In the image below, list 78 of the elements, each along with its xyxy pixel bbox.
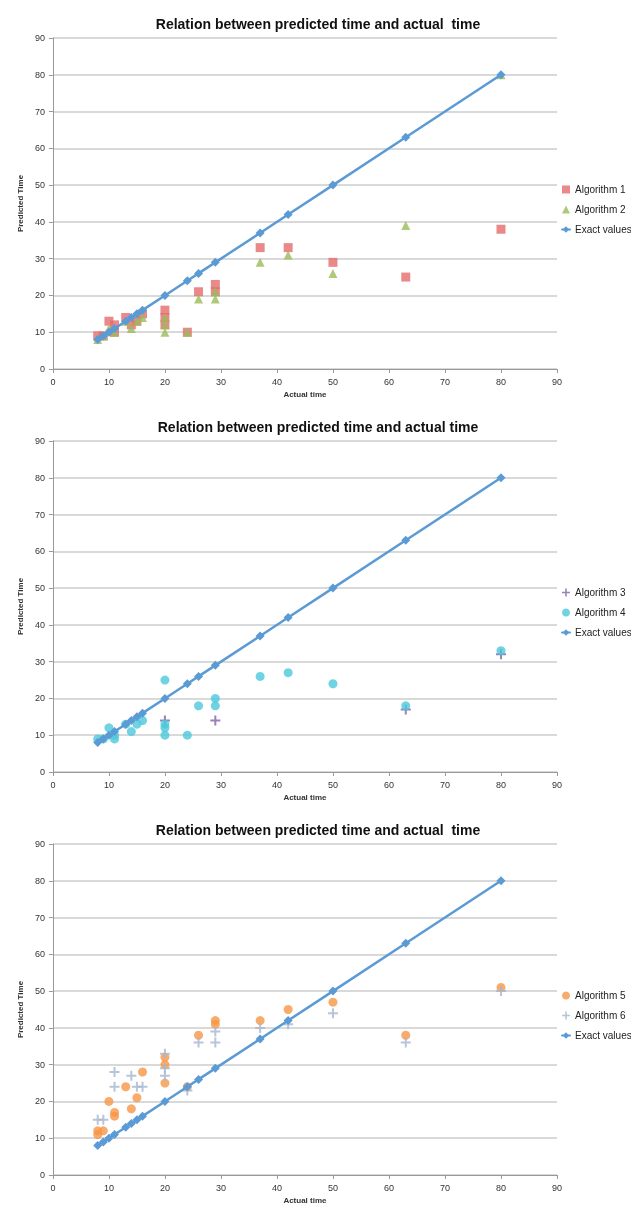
x-axis-title: Actual time xyxy=(283,1196,328,1206)
x-axis-title: Actual time xyxy=(283,390,328,400)
legend-label: Algorithm 1 xyxy=(575,184,627,195)
y-tick-label: 70 xyxy=(34,509,45,520)
x-tick-label: 10 xyxy=(103,779,114,790)
x-tick-label: 90 xyxy=(551,779,563,790)
x-tick-label: 0 xyxy=(50,376,56,387)
y-tick-label: 50 xyxy=(34,986,45,997)
x-tick-label: 90 xyxy=(551,1182,563,1193)
y-tick-label: 60 xyxy=(34,143,45,154)
legend-label: Algorithm 5 xyxy=(575,990,627,1001)
x-tick-label: 70 xyxy=(439,779,450,790)
y-tick-label: 0 xyxy=(39,364,45,374)
x-tick-label: 10 xyxy=(103,1182,114,1193)
y-tick-label: 60 xyxy=(34,949,45,960)
y-tick-label: 0 xyxy=(39,767,45,777)
y-tick-label: 90 xyxy=(34,33,45,43)
x-tick-label: 70 xyxy=(439,1182,450,1193)
x-tick-label: 50 xyxy=(327,376,338,387)
y-tick-label: 50 xyxy=(34,583,45,594)
chart-title: Relation between predicted time and actual time xyxy=(155,822,481,838)
y-tick-label: 70 xyxy=(34,912,45,923)
y-tick-label: 80 xyxy=(34,69,45,80)
legend-label: Algorithm 2 xyxy=(575,204,627,215)
x-tick-label: 60 xyxy=(383,1182,394,1193)
legend-label: Algorithm 3 xyxy=(575,587,627,598)
x-tick-label: 80 xyxy=(495,376,506,387)
x-tick-label: 40 xyxy=(271,1182,282,1193)
y-tick-label: 20 xyxy=(34,1096,45,1107)
x-tick-label: 20 xyxy=(159,779,170,790)
x-tick-label: 40 xyxy=(271,779,282,790)
y-tick-label: 20 xyxy=(34,290,45,301)
legend-label: Exact values xyxy=(575,627,632,638)
x-tick-label: 80 xyxy=(495,779,506,790)
y-axis-title: Predicted Time xyxy=(15,174,25,233)
y-tick-label: 30 xyxy=(34,253,45,264)
x-tick-label: 70 xyxy=(439,376,450,387)
legend-label: Algorithm 6 xyxy=(575,1010,627,1021)
x-tick-label: 0 xyxy=(50,1182,56,1193)
x-tick-label: 30 xyxy=(215,1182,226,1193)
y-tick-label: 70 xyxy=(34,106,45,117)
x-tick-label: 50 xyxy=(327,779,338,790)
y-tick-label: 40 xyxy=(34,216,45,227)
x-tick-label: 30 xyxy=(215,779,226,790)
y-tick-label: 30 xyxy=(34,656,45,667)
y-tick-label: 80 xyxy=(34,472,45,483)
y-tick-label: 90 xyxy=(34,839,45,849)
y-tick-label: 10 xyxy=(34,1133,45,1144)
x-tick-label: 10 xyxy=(103,376,114,387)
chart-title: Relation between predicted time and actual time xyxy=(155,16,481,32)
x-tick-label: 80 xyxy=(495,1182,506,1193)
y-tick-label: 90 xyxy=(34,436,45,446)
x-tick-label: 60 xyxy=(383,376,394,387)
x-tick-label: 20 xyxy=(159,1182,170,1193)
x-tick-label: 90 xyxy=(551,376,563,387)
y-tick-label: 40 xyxy=(34,1022,45,1033)
chart-title: Relation between predicted time and actual time xyxy=(157,419,479,435)
y-axis-title: Predicted Time xyxy=(15,980,25,1039)
legend-label: Algorithm 4 xyxy=(575,607,627,618)
x-tick-label: 40 xyxy=(271,376,282,387)
y-tick-label: 60 xyxy=(34,546,45,557)
x-tick-label: 20 xyxy=(159,376,170,387)
x-tick-label: 60 xyxy=(383,779,394,790)
y-tick-label: 30 xyxy=(34,1059,45,1070)
y-axis-title: Predicted Time xyxy=(15,577,25,636)
x-axis-title: Actual time xyxy=(283,793,328,803)
y-tick-label: 40 xyxy=(34,619,45,630)
y-tick-label: 80 xyxy=(34,875,45,886)
x-tick-label: 0 xyxy=(50,779,56,790)
x-tick-label: 30 xyxy=(215,376,226,387)
legend-label: Exact values xyxy=(575,224,632,235)
x-tick-label: 50 xyxy=(327,1182,338,1193)
y-tick-label: 10 xyxy=(34,327,45,338)
y-tick-label: 10 xyxy=(34,730,45,741)
y-tick-label: 20 xyxy=(34,693,45,704)
y-tick-label: 0 xyxy=(39,1170,45,1180)
legend-label: Exact values xyxy=(575,1030,632,1041)
y-tick-label: 50 xyxy=(34,180,45,191)
